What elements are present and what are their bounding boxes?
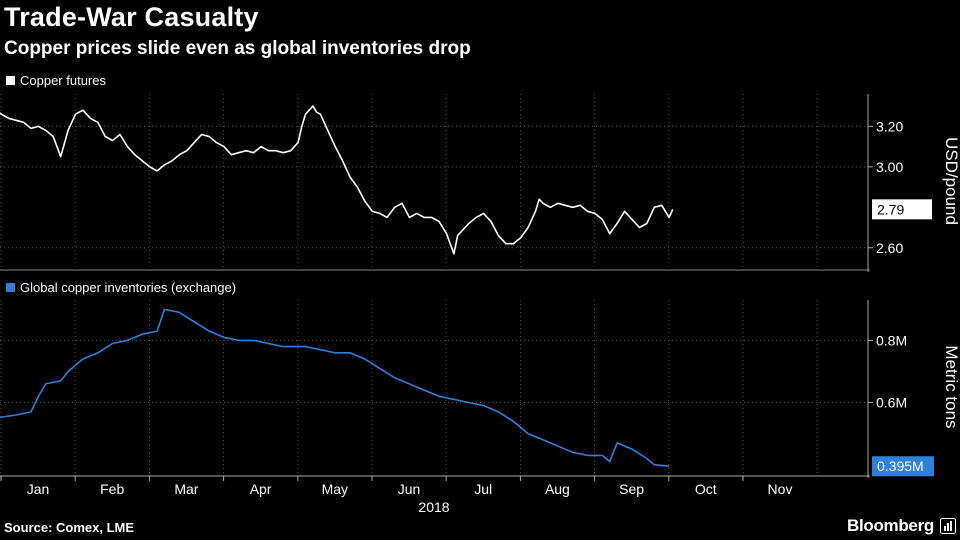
- y-tick-label: 2.60: [876, 240, 903, 256]
- chart-subtitle: Copper prices slide even as global inven…: [4, 38, 471, 59]
- x-tick-label: Jan: [27, 481, 50, 497]
- bloomberg-icon: [940, 518, 956, 534]
- x-tick-label: May: [322, 481, 348, 497]
- legend-swatch-blue: [6, 283, 15, 292]
- brand-logo-text: Bloomberg: [846, 516, 934, 535]
- last-value-flag: [872, 456, 934, 477]
- y-tick-label: 0.8M: [876, 332, 907, 348]
- y-tick-label: 3.00: [876, 159, 903, 175]
- legend-copper-futures: Copper futures: [6, 73, 106, 88]
- y-tick-label: 3.20: [876, 118, 903, 134]
- last-value-flag: [872, 199, 932, 220]
- y-tick-label: 0.6M: [876, 395, 907, 411]
- last-value-label: 2.79: [877, 201, 904, 217]
- x-tick-label: Sep: [619, 481, 644, 497]
- chart-title: Trade-War Casualty: [4, 2, 259, 32]
- y-axis-label-tons: Metric tons: [942, 345, 960, 428]
- x-tick-label: Feb: [100, 481, 124, 497]
- legend-copper-inventories: Global copper inventories (exchange): [6, 280, 236, 295]
- x-tick-label: Jun: [398, 481, 421, 497]
- x-tick-label: Nov: [768, 481, 793, 497]
- x-tick-label: Apr: [250, 481, 272, 497]
- legend-label-inventories: Global copper inventories (exchange): [20, 280, 237, 295]
- x-tick-label: Jul: [474, 481, 492, 497]
- inventory-line: [0, 308, 670, 467]
- x-tick-label: Mar: [174, 481, 198, 497]
- legend-swatch-white: [6, 76, 15, 85]
- last-value-label: 0.395M: [877, 458, 924, 474]
- x-axis-year-label: 2018: [418, 499, 449, 515]
- y-axis-label-usd: USD/pound: [942, 137, 960, 225]
- x-tick-label: Aug: [545, 481, 570, 497]
- legend-label-copper: Copper futures: [20, 73, 106, 88]
- x-tick-label: Oct: [695, 481, 717, 497]
- copper-price-line: [0, 105, 674, 255]
- source-note: Source: Comex, LME: [4, 520, 135, 535]
